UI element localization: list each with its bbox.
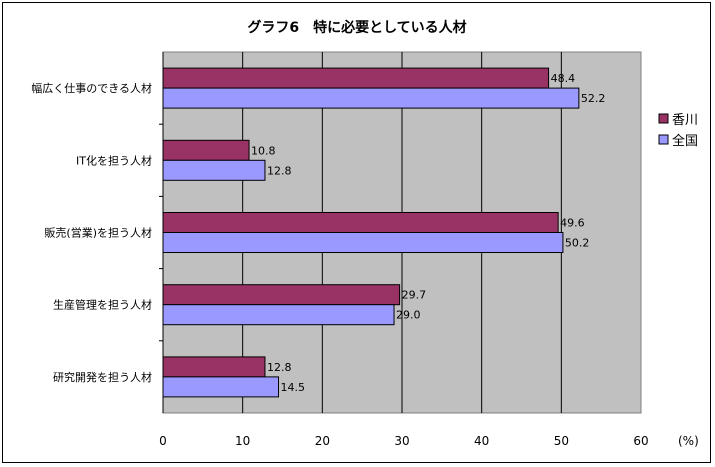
data-label: 29.0 [396, 309, 421, 322]
x-tick-label: 10 [235, 434, 250, 448]
bar [162, 376, 280, 398]
category-label: 研究開発を担う人材 [53, 370, 152, 384]
bar [162, 139, 250, 161]
category-label: 幅広く仕事のできる人材 [31, 81, 152, 95]
data-label: 10.8 [251, 144, 275, 157]
bar [162, 67, 550, 89]
data-label: 12.8 [267, 164, 292, 177]
chart-title: グラフ6 特に必要としている人材 [247, 19, 466, 36]
legend-swatch [658, 134, 669, 145]
data-label: 48.4 [551, 72, 576, 85]
data-label: 49.6 [560, 217, 585, 230]
data-label: 52.2 [581, 92, 606, 105]
legend-swatch [658, 113, 669, 124]
unit-label: (%) [678, 434, 699, 448]
x-tick-label: 20 [315, 434, 330, 448]
category-label: 生産管理を担う人材 [53, 298, 152, 312]
x-tick-label: 30 [394, 434, 409, 448]
bar [162, 304, 395, 326]
category-label: 販売(営業)を担う人材 [44, 226, 152, 240]
data-label: 29.7 [402, 289, 427, 302]
x-tick-label: 60 [633, 434, 648, 448]
bar [162, 159, 266, 181]
data-label: 12.8 [267, 361, 292, 374]
x-tick-label: 40 [474, 434, 489, 448]
bar [162, 356, 266, 378]
legend-label: 香川 [672, 113, 698, 128]
legend-label: 全国 [672, 133, 698, 149]
bar [162, 212, 559, 233]
bar [162, 284, 401, 306]
x-tick-label: 50 [554, 434, 569, 448]
data-label: 50.2 [565, 237, 590, 250]
bar [162, 87, 580, 109]
category-label: IT化を担う人材 [76, 153, 152, 167]
x-tick-label: 0 [159, 434, 167, 448]
bar [162, 232, 564, 253]
data-label: 14.5 [281, 381, 306, 394]
